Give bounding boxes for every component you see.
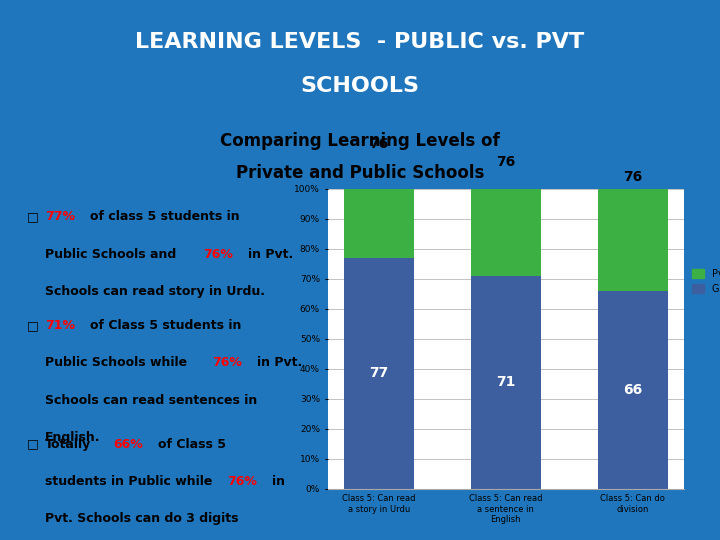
Text: students in Public while: students in Public while — [45, 475, 212, 488]
Text: 77%: 77% — [45, 211, 75, 224]
Text: Public Schools and: Public Schools and — [45, 248, 176, 261]
Bar — [598, 63, 668, 291]
Text: 71: 71 — [496, 375, 516, 389]
Text: 66%: 66% — [114, 437, 143, 451]
Text: 76%: 76% — [228, 475, 257, 488]
Text: in Pvt.: in Pvt. — [248, 248, 293, 261]
Text: 76: 76 — [624, 170, 642, 184]
Text: LEARNING LEVELS  - PUBLIC vs. PVT: LEARNING LEVELS - PUBLIC vs. PVT — [135, 32, 585, 52]
Text: Schools can read story in Urdu.: Schools can read story in Urdu. — [45, 285, 265, 298]
Text: □: □ — [27, 211, 39, 224]
Text: of Class 5: of Class 5 — [158, 437, 226, 451]
Text: English.: English. — [45, 431, 100, 444]
Text: in Pvt.: in Pvt. — [257, 356, 302, 369]
Bar — [344, 30, 414, 258]
Text: 66: 66 — [624, 383, 642, 397]
Text: □: □ — [27, 437, 39, 451]
Text: Comparing Learning Levels of: Comparing Learning Levels of — [220, 132, 500, 150]
Text: Pvt. Schools can do 3 digits: Pvt. Schools can do 3 digits — [45, 512, 238, 525]
Text: 76: 76 — [369, 137, 388, 151]
Text: Private and Public Schools: Private and Public Schools — [236, 164, 484, 182]
Text: 76%: 76% — [203, 248, 233, 261]
Text: Totally: Totally — [45, 437, 91, 451]
Bar — [344, 258, 414, 489]
Text: of class 5 students in: of class 5 students in — [90, 211, 239, 224]
Text: in: in — [272, 475, 285, 488]
Bar — [598, 291, 668, 489]
Text: Public Schools while: Public Schools while — [45, 356, 187, 369]
Text: Schools can read sentences in: Schools can read sentences in — [45, 394, 257, 407]
Bar — [471, 276, 541, 489]
Text: 77: 77 — [369, 366, 388, 380]
Bar — [471, 48, 541, 276]
Legend: Pvt School, Govt School: Pvt School, Govt School — [693, 269, 720, 294]
Text: SCHOOLS: SCHOOLS — [300, 76, 420, 96]
Text: 71%: 71% — [45, 319, 75, 332]
Text: □: □ — [27, 319, 39, 332]
Text: 76: 76 — [496, 155, 516, 169]
Text: of Class 5 students in: of Class 5 students in — [90, 319, 241, 332]
Text: 76%: 76% — [212, 356, 242, 369]
